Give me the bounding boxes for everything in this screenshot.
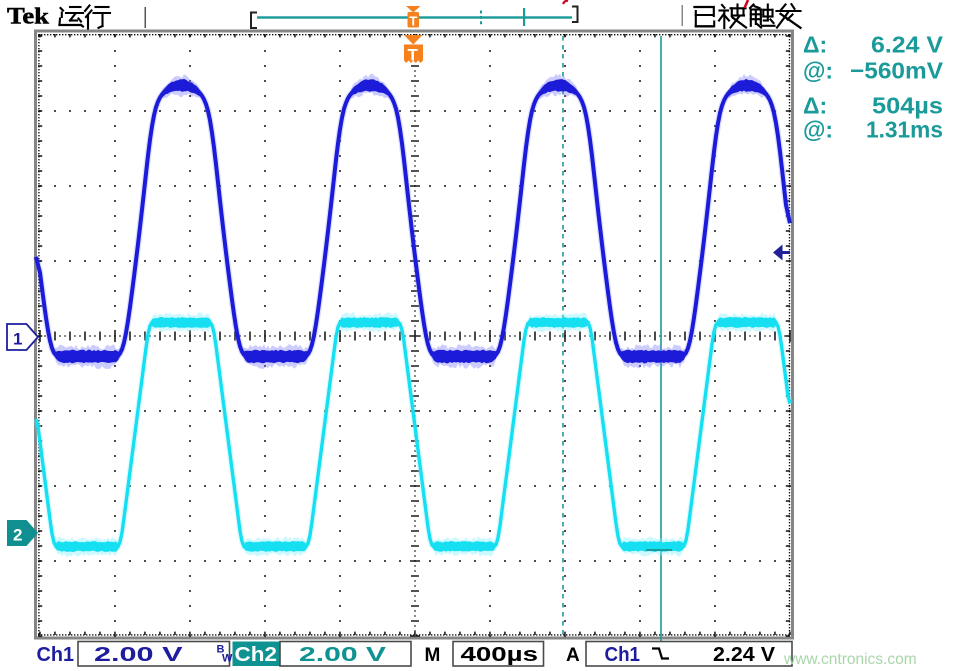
svg-text:2.00 V: 2.00 V — [299, 644, 387, 666]
svg-text:−560mV: −560mV — [850, 58, 944, 84]
svg-text:Ch1: Ch1 — [37, 644, 75, 666]
svg-text:www.cntronics.com: www.cntronics.com — [783, 651, 917, 668]
svg-text:2.24 V: 2.24 V — [713, 644, 776, 666]
svg-text:Ch1: Ch1 — [605, 644, 641, 666]
svg-text:Δ:: Δ: — [803, 93, 827, 119]
svg-text:Ch2: Ch2 — [235, 644, 278, 666]
svg-text:Δ:: Δ: — [803, 32, 827, 58]
svg-text:@:: @: — [803, 117, 833, 143]
svg-text:1: 1 — [13, 330, 22, 349]
svg-text:W: W — [222, 653, 233, 665]
svg-text:2: 2 — [13, 526, 22, 545]
svg-text:2.00 V: 2.00 V — [94, 644, 184, 666]
svg-text:B: B — [217, 644, 225, 656]
svg-text:M: M — [425, 645, 441, 666]
svg-text:6.24 V: 6.24 V — [871, 32, 944, 58]
svg-text:T: T — [409, 14, 417, 29]
svg-text:T: T — [408, 46, 419, 65]
svg-text:@:: @: — [803, 58, 833, 84]
svg-text:A: A — [566, 645, 580, 666]
svg-text:504µs: 504µs — [872, 93, 943, 119]
svg-text:Tek: Tek — [7, 4, 49, 29]
svg-text:400µs: 400µs — [461, 644, 539, 666]
svg-text:1.31ms: 1.31ms — [866, 117, 943, 143]
